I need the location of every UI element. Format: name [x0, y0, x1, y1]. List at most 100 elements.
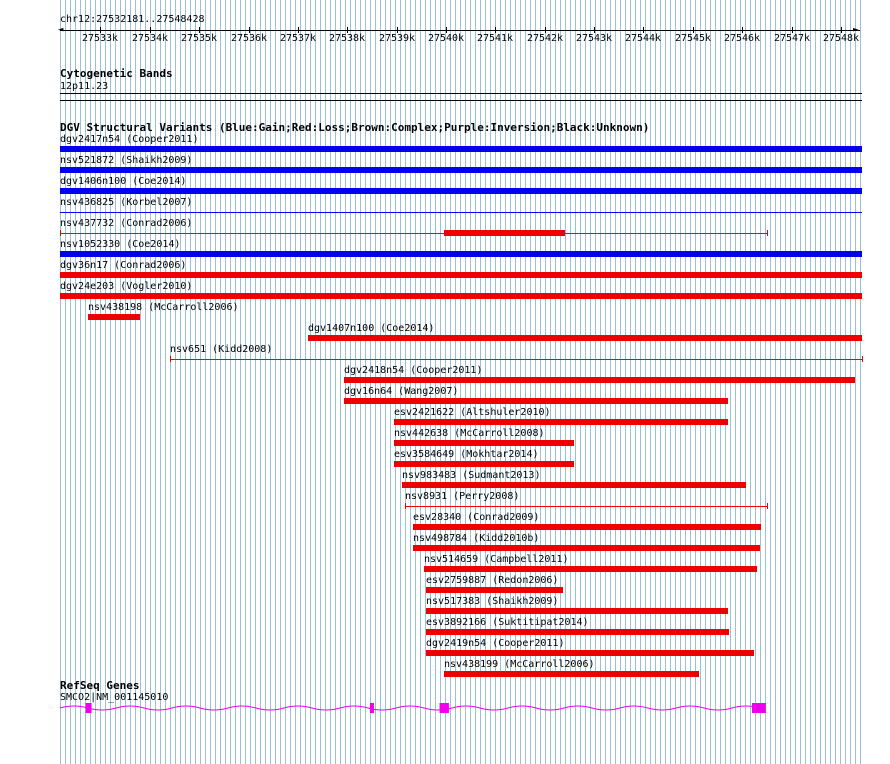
cytoband-track-title[interactable]: Cytogenetic Bands: [60, 67, 173, 80]
ruler-tick: [693, 27, 694, 33]
variant-bar[interactable]: [402, 482, 746, 488]
ruler-tick-label: 27533k: [81, 33, 119, 44]
ruler-tick: [249, 27, 250, 33]
variant-bar[interactable]: [60, 272, 862, 278]
variant-label[interactable]: esv2759887 (Redon2006): [426, 575, 559, 586]
variant-label[interactable]: dgv36n17 (Conrad2006): [60, 260, 187, 271]
variant-label[interactable]: esv3892166 (Suktitipat2014): [426, 617, 589, 628]
variant-end-cap: [767, 230, 768, 236]
variant-bar[interactable]: [424, 566, 757, 572]
variant-label[interactable]: nsv8931 (Perry2008): [405, 491, 520, 502]
cytoband-label[interactable]: 12p11.23: [60, 81, 109, 92]
ruler-tick: [100, 27, 101, 33]
variant-end-cap: [862, 356, 863, 362]
variant-label[interactable]: dgv2418n54 (Cooper2011): [344, 365, 483, 376]
variant-label[interactable]: nsv1052330 (Coe2014): [60, 239, 181, 250]
ruler-tick-label: 27534k: [131, 33, 169, 44]
gene-exon: [85, 703, 92, 713]
variant-bar[interactable]: [60, 167, 862, 173]
variant-label[interactable]: dgv2419n54 (Cooper2011): [426, 638, 565, 649]
variant-end-cap: [405, 503, 406, 509]
variant-bar[interactable]: [394, 419, 728, 425]
variant-bar[interactable]: [426, 608, 728, 614]
ruler-axis: [60, 30, 860, 31]
variant-bar[interactable]: [413, 524, 761, 530]
variant-end-cap: [60, 230, 61, 236]
variant-interval-line[interactable]: [405, 506, 767, 507]
coordinate-range[interactable]: chr12:27532181..27548428: [60, 14, 205, 25]
variant-bar[interactable]: [308, 335, 862, 341]
gene-exon: [439, 703, 449, 713]
variant-label[interactable]: nsv438199 (McCarroll2006): [444, 659, 595, 670]
variant-interval-line[interactable]: [170, 359, 862, 360]
variant-label[interactable]: dgv24e203 (Vogler2010): [60, 281, 193, 292]
ruler-tick: [298, 27, 299, 33]
variant-bar[interactable]: [413, 545, 760, 551]
variant-label[interactable]: dgv1406n100 (Coe2014): [60, 176, 187, 187]
variant-interval-line[interactable]: [60, 233, 767, 234]
variant-label[interactable]: nsv498784 (Kidd2010b): [413, 533, 540, 544]
ruler-tick-label: 27537k: [279, 33, 317, 44]
variant-bar[interactable]: [60, 251, 862, 257]
ruler-tick: [397, 27, 398, 33]
variant-label[interactable]: nsv517383 (Shaikh2009): [426, 596, 559, 607]
ruler-tick-label: 27548k: [822, 33, 860, 44]
ruler-tick: [841, 27, 842, 33]
ruler-tick-label: 27546k: [723, 33, 761, 44]
dgv-track-title[interactable]: DGV Structural Variants (Blue:Gain;Red:L…: [60, 121, 650, 134]
ruler-tick: [643, 27, 644, 33]
gene-exon: [369, 703, 374, 713]
variant-label[interactable]: nsv651 (Kidd2008): [170, 344, 273, 355]
variant-label[interactable]: nsv436825 (Korbel2007): [60, 197, 193, 208]
variant-bar[interactable]: [60, 188, 862, 194]
variant-bar[interactable]: [444, 230, 565, 236]
refseq-track-title[interactable]: RefSeq Genes: [60, 679, 140, 692]
variant-label[interactable]: nsv514659 (Campbell2011): [424, 554, 569, 565]
gene-label[interactable]: SMCO2|NM_001145010: [60, 692, 169, 703]
variant-end-cap: [767, 503, 768, 509]
ruler-tick-label: 27542k: [526, 33, 564, 44]
ruler-tick-label: 27536k: [230, 33, 268, 44]
variant-label[interactable]: nsv437732 (Conrad2006): [60, 218, 193, 229]
variant-label[interactable]: nsv438198 (McCarroll2006): [88, 302, 239, 313]
ruler-tick-label: 27547k: [773, 33, 811, 44]
variant-label[interactable]: esv3584649 (Mokhtar2014): [394, 449, 539, 460]
ruler-tick: [792, 27, 793, 33]
variant-label[interactable]: nsv442638 (McCarroll2008): [394, 428, 545, 439]
ruler-tick: [347, 27, 348, 33]
ruler-tick: [594, 27, 595, 33]
variant-bar[interactable]: [394, 440, 574, 446]
variant-bar[interactable]: [344, 377, 855, 383]
variant-label[interactable]: dgv2417n54 (Cooper2011): [60, 134, 199, 145]
ruler-left-arrow-icon[interactable]: ◄: [58, 25, 64, 35]
variant-bar[interactable]: [60, 293, 862, 299]
ruler-tick: [446, 27, 447, 33]
variant-bar[interactable]: [426, 650, 754, 656]
cytoband-line-bottom: [60, 100, 862, 101]
cytoband-line-top: [60, 93, 862, 94]
ruler-tick-label: 27535k: [180, 33, 218, 44]
variant-bar[interactable]: [444, 671, 699, 677]
gene-model[interactable]: [0, 700, 890, 716]
variant-label[interactable]: esv28340 (Conrad2009): [413, 512, 540, 523]
ruler-tick: [742, 27, 743, 33]
ruler-tick-label: 27545k: [674, 33, 712, 44]
gene-exon: [752, 703, 766, 713]
variant-bar[interactable]: [88, 314, 140, 320]
variant-label[interactable]: nsv521872 (Shaikh2009): [60, 155, 193, 166]
variant-label[interactable]: dgv1407n100 (Coe2014): [308, 323, 435, 334]
ruler-tick-label: 27540k: [427, 33, 465, 44]
variant-bar[interactable]: [60, 146, 862, 152]
variant-label[interactable]: dgv16n64 (Wang2007): [344, 386, 459, 397]
variant-bar[interactable]: [344, 398, 728, 404]
ruler-tick-label: 27543k: [575, 33, 613, 44]
gene-intron-line: [59, 705, 761, 711]
variant-bar[interactable]: [60, 212, 862, 213]
variant-bar[interactable]: [394, 461, 574, 467]
variant-bar[interactable]: [426, 629, 729, 635]
variant-label[interactable]: esv2421622 (Altshuler2010): [394, 407, 551, 418]
variant-label[interactable]: nsv983483 (Sudmant2013): [402, 470, 541, 481]
ruler-tick-label: 27541k: [476, 33, 514, 44]
variant-bar[interactable]: [426, 587, 563, 593]
ruler-right-arrow-icon[interactable]: ►: [853, 25, 859, 35]
